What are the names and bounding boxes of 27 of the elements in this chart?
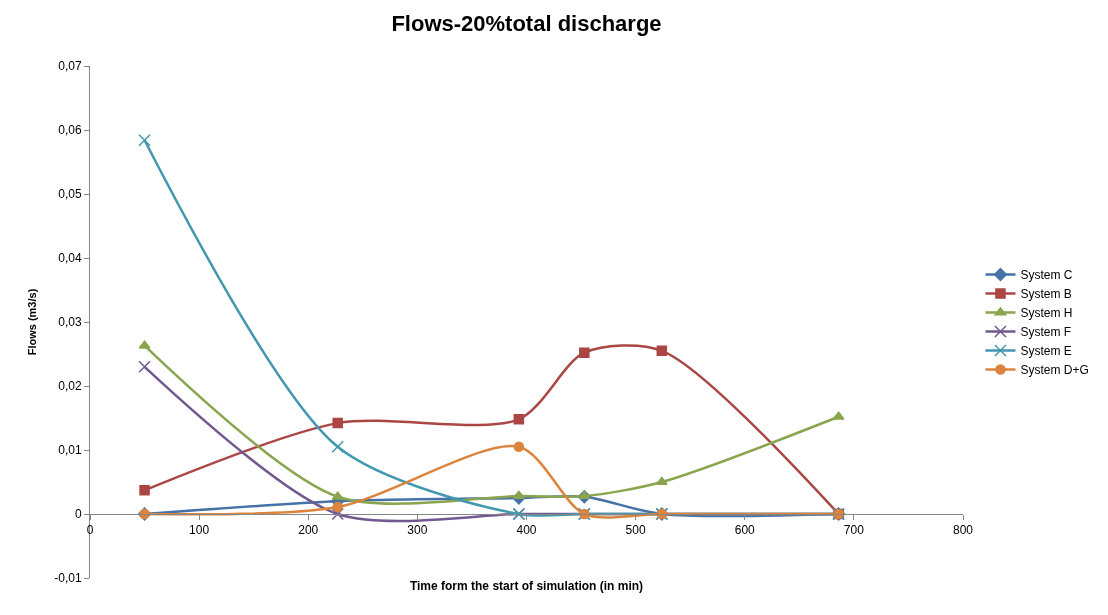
y-tick-label: 0 xyxy=(74,507,82,522)
y-tick-label: -0,01 xyxy=(54,571,82,586)
x-tick-label: 400 xyxy=(516,523,537,538)
legend-label: System B xyxy=(1020,287,1072,302)
y-axis-title: Flows (m3/s) xyxy=(25,288,38,356)
x-tick-label: 800 xyxy=(952,523,974,538)
x-axis-title: Time form the start of simulation (in min) xyxy=(409,579,644,594)
x-tick-label: 200 xyxy=(298,523,319,538)
chart-title: Flows-20%total discharge xyxy=(391,10,662,36)
y-tick-label: 0,03 xyxy=(58,315,82,330)
x-tick-label: 0 xyxy=(86,523,94,538)
legend-label: System C xyxy=(1020,268,1073,283)
y-tick-label: 0,01 xyxy=(58,443,82,458)
legend-label: System F xyxy=(1020,325,1072,340)
x-tick-label: 100 xyxy=(189,523,210,538)
legend-label: System E xyxy=(1020,344,1072,359)
x-tick-label: 700 xyxy=(843,523,865,538)
legend-label: System D+G xyxy=(1020,363,1089,378)
y-tick-label: 0,04 xyxy=(58,251,82,266)
x-tick-label: 500 xyxy=(625,523,646,538)
y-tick-label: 0,05 xyxy=(58,187,82,202)
x-tick-label: 600 xyxy=(734,523,756,538)
y-tick-label: 0,07 xyxy=(58,59,82,74)
y-tick-label: 0,06 xyxy=(58,123,82,138)
x-tick-label: 300 xyxy=(407,523,428,538)
legend-label: System H xyxy=(1020,306,1073,321)
y-tick-label: 0,02 xyxy=(58,379,82,394)
